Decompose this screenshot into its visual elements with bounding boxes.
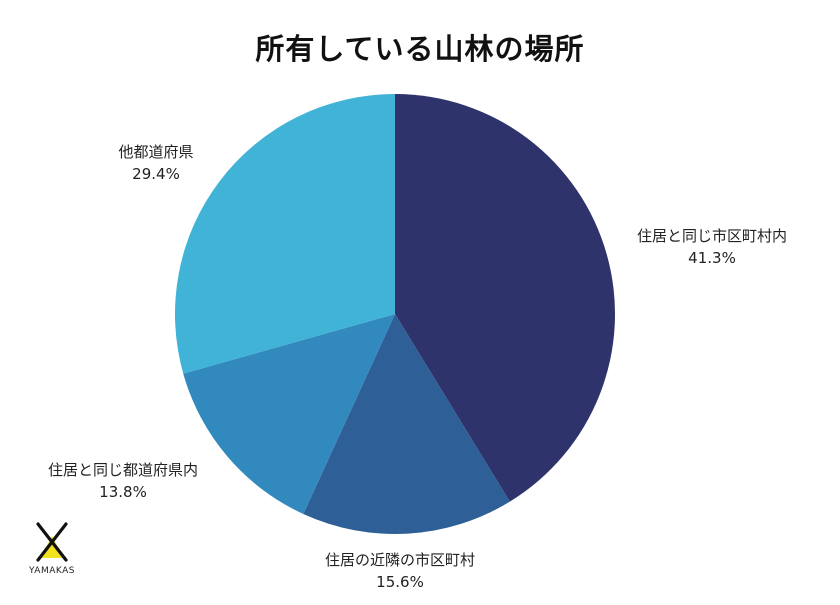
slice-name-same-municipality: 住居と同じ市区町村内	[636, 227, 787, 245]
pie-slice-other-prefecture	[174, 94, 395, 374]
mountain-tent-icon	[36, 522, 68, 562]
pie-slice-same-prefecture	[183, 314, 395, 514]
slice-value-other-prefecture: 29.4%	[132, 165, 180, 183]
slice-value-same-prefecture: 13.8%	[99, 483, 147, 501]
yamakas-logo: YAMAKAS	[27, 522, 77, 582]
chart-title: 所有している山林の場所	[255, 32, 585, 66]
slice-value-neighbor-municipality: 15.6%	[376, 573, 424, 591]
slice-label-other-prefecture: 他都道府県 29.4%	[86, 141, 226, 185]
pie-slice-neighbor-municipality	[303, 314, 510, 534]
slice-label-same-prefecture: 住居と同じ都道府県内 13.8%	[18, 459, 228, 503]
pie-slice-same-municipality	[395, 94, 615, 502]
slice-label-same-municipality: 住居と同じ市区町村内 41.3%	[612, 225, 812, 269]
slice-name-same-prefecture: 住居と同じ都道府県内	[47, 461, 198, 479]
slice-value-same-municipality: 41.3%	[688, 249, 736, 267]
logo-text: YAMAKAS	[29, 566, 75, 576]
slice-label-neighbor-municipality: 住居の近隣の市区町村 15.6%	[300, 549, 500, 593]
slice-name-other-prefecture: 他都道府県	[118, 143, 194, 161]
slice-name-neighbor-municipality: 住居の近隣の市区町村	[324, 551, 475, 569]
